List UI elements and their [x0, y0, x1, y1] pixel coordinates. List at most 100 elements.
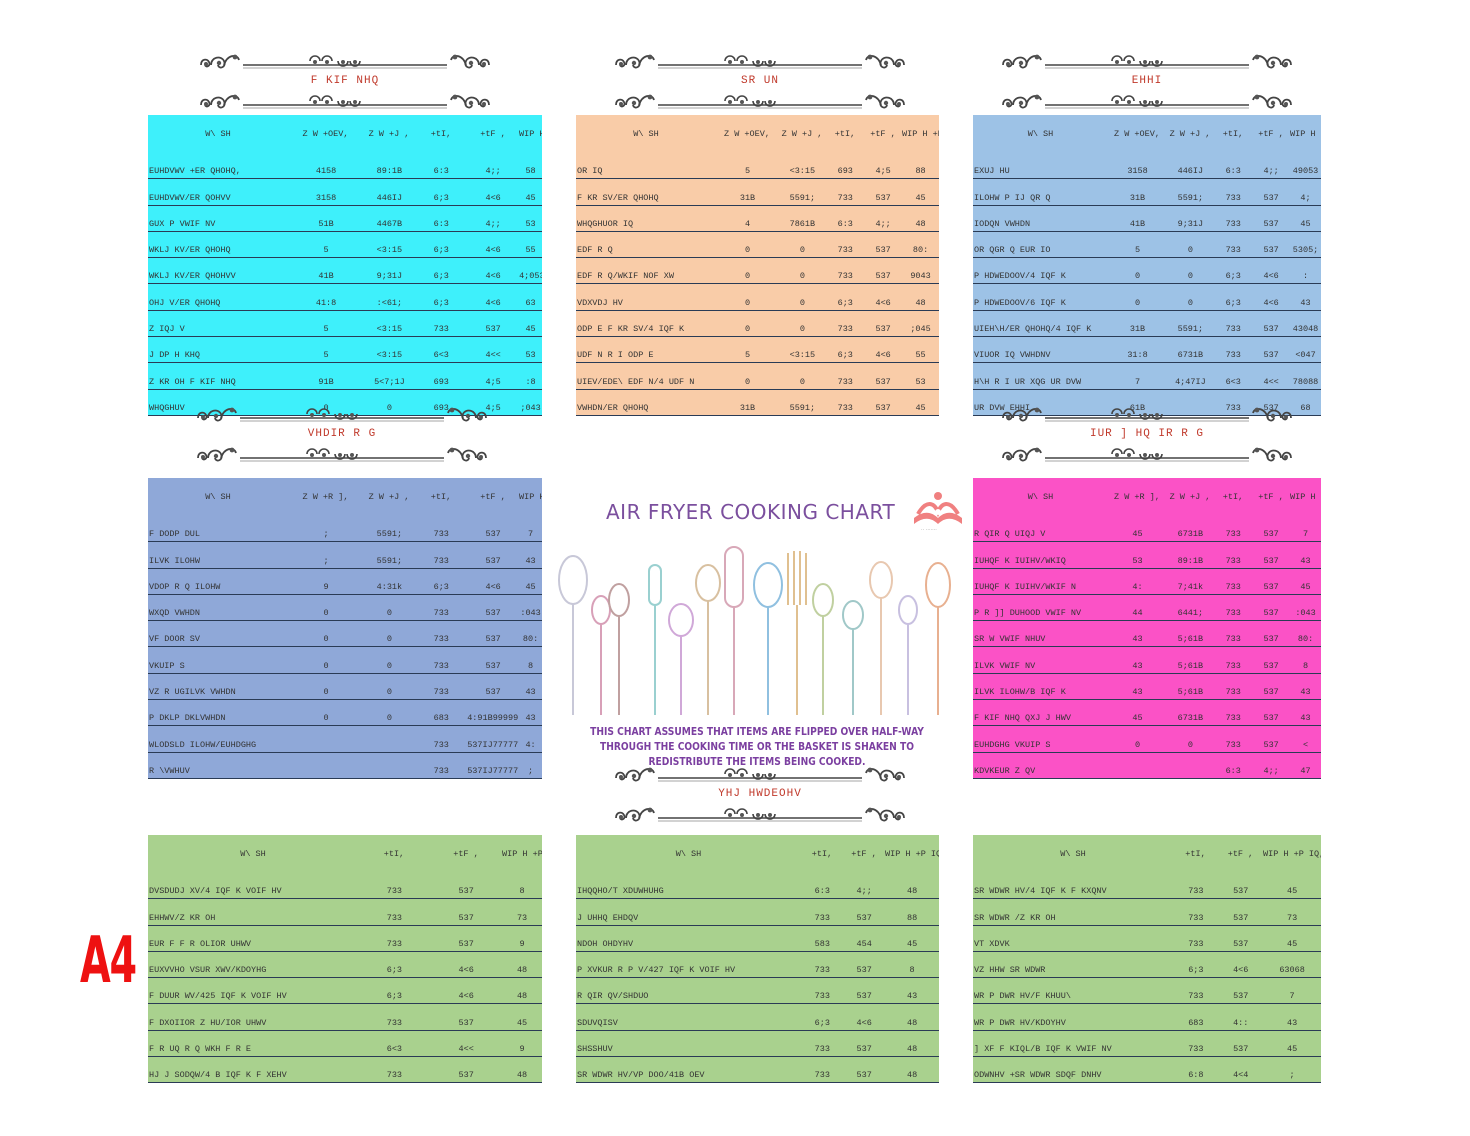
- food-name-cell: EXUJ HU: [974, 166, 1010, 177]
- value-cell: 537: [1233, 886, 1249, 897]
- column-header: W\ SH: [1027, 492, 1054, 502]
- value-cell: 6:3: [837, 218, 853, 229]
- value-cell: 537: [875, 402, 891, 413]
- value-cell: 44: [1132, 608, 1143, 619]
- food-name-cell: ODP E F KR SV/4 IQF K: [577, 324, 685, 335]
- value-cell: 89:1B: [376, 166, 403, 177]
- section-title: F KIF NHQ: [310, 75, 380, 87]
- value-cell: 89:1B: [1177, 555, 1204, 566]
- value-cell: 43: [1132, 660, 1143, 671]
- table-row: GUX P VWIF NV 51B 4467B 6:3 4;; 53: [148, 206, 542, 232]
- value-cell: 4;;: [856, 886, 872, 897]
- value-cell: 43: [906, 991, 918, 1002]
- value-cell: 0: [744, 271, 751, 282]
- table-row: R QIR QV/SHDUO 733 537 43: [576, 978, 939, 1005]
- value-cell: 537: [875, 324, 891, 335]
- table-row: F DUUR WV/425 IQF K VOIF HV 6;3 4<6 48: [148, 978, 542, 1005]
- value-cell: 7;41k: [1177, 581, 1204, 592]
- food-name-cell: F R UQ R Q WKH F R E: [149, 1044, 252, 1055]
- value-cell: 0: [799, 376, 805, 387]
- column-header: WIP H +P IQ,: [1290, 492, 1321, 502]
- food-name-cell: OR QGR Q EUR IO: [974, 245, 1051, 256]
- value-cell: 0: [386, 713, 392, 724]
- value-cell: 0: [1187, 297, 1193, 308]
- value-cell: 41B: [318, 271, 334, 282]
- column-header: +tI,: [834, 129, 856, 139]
- food-name-cell: SR WDWR HV/VP DOO/41B OEV: [577, 1070, 705, 1081]
- value-cell: 733: [433, 608, 449, 619]
- table-vegetables: W\ SH +tI, +tF , WIP H +P IQ, IHQQHO/T XDUWH…: [576, 835, 939, 1084]
- value-cell: 80:: [1297, 634, 1314, 645]
- value-cell: ;: [323, 529, 329, 540]
- scroll-ornament-icon: [1002, 446, 1292, 462]
- value-cell: 733: [1188, 938, 1204, 949]
- table-row: ODP E F KR SV/4 IQF K 0 0 733 537 ;045: [576, 311, 939, 338]
- table-row: KDVKEUR Z QV 6:3 4;; 47: [973, 753, 1321, 779]
- value-cell: 6;3: [386, 965, 403, 976]
- column-header: +tF ,: [1258, 129, 1284, 139]
- value-cell: :043: [520, 608, 541, 619]
- value-cell: 6:3: [1225, 765, 1241, 776]
- value-cell: 53: [525, 350, 536, 361]
- value-cell: 47: [1300, 765, 1311, 776]
- value-cell: 5591;: [376, 555, 403, 566]
- food-name-cell: R QIR QV/SHDUO: [577, 991, 649, 1002]
- table-row: SDUVQISV 6;3 4<6 48: [576, 1004, 939, 1031]
- value-cell: 5: [323, 324, 329, 335]
- value-cell: 4:31k: [376, 581, 403, 592]
- value-cell: 4<6: [1263, 297, 1279, 308]
- column-header: WIP H +P IQ,: [1263, 849, 1321, 859]
- value-cell: 45: [1132, 713, 1143, 724]
- column-header: W\ SH: [633, 129, 659, 139]
- table-row: NDOH OHDYHV 583 454 45: [576, 926, 939, 952]
- value-cell: 6;3: [1188, 965, 1204, 976]
- column-header: +tF ,: [480, 129, 506, 139]
- food-name-cell: WR P DWR HV/F KHUU\: [974, 991, 1071, 1002]
- value-cell: 49053: [1292, 166, 1319, 177]
- value-cell: 73: [516, 912, 528, 923]
- food-name-cell: EUR F F R OLIOR UHWV: [149, 938, 252, 949]
- table-row: EUHDVWV +ER QHOHQ, 4158 89:1B 6:3 4;; 58: [148, 153, 542, 180]
- column-header: +tF ,: [1227, 849, 1254, 859]
- value-cell: 5591;: [1177, 192, 1204, 203]
- scroll-ornament-icon: [1002, 93, 1292, 109]
- value-cell: 733: [386, 1070, 403, 1081]
- value-cell: 733: [433, 660, 449, 671]
- column-header: +tI,: [430, 492, 452, 502]
- table-row: Z IQJ V 5 <3:15 733 537 45: [148, 311, 542, 338]
- scroll-ornament-icon: [615, 93, 905, 109]
- column-header: +tF ,: [870, 129, 896, 139]
- column-header: +tI,: [1185, 849, 1206, 859]
- table-row: P DKLP DKLVWHDN 0 0 683 4:91B99999: 43: [148, 700, 542, 727]
- value-cell: 58: [525, 166, 536, 177]
- value-cell: 0: [323, 634, 329, 645]
- value-cell: 3158: [1127, 166, 1148, 177]
- table-row: IHQQHO/T XDUWHUHG 6:3 4;; 48: [576, 873, 939, 900]
- value-cell: 537: [485, 555, 501, 566]
- paper-size-label: A4: [80, 924, 137, 998]
- value-cell: 733: [814, 1070, 830, 1081]
- food-name-cell: ODWNHV +SR WDWR SDQF DNHV: [974, 1070, 1102, 1081]
- value-cell: 6;3: [814, 1017, 830, 1028]
- value-cell: 4<<: [458, 1044, 474, 1055]
- table-header-row: W\ SH Z W +OEV, Z W +J , +tI, +tF , WIP H +P …: [576, 115, 939, 153]
- table-row: OHJ V/ER QHOHQ 41:8:<61; 6;3 4<6 63: [148, 284, 542, 311]
- value-cell: <3:15: [376, 350, 403, 361]
- food-name-cell: H\H R I UR XQG UR DVW: [974, 376, 1082, 387]
- value-cell: 45: [906, 938, 918, 949]
- value-cell: 733: [386, 912, 403, 923]
- value-cell: 0: [744, 297, 751, 308]
- value-cell: 43: [1300, 555, 1311, 566]
- value-cell: 733: [1225, 245, 1241, 256]
- value-cell: 45: [516, 1017, 528, 1028]
- value-cell: 31B: [1129, 192, 1146, 203]
- table-row: ] XF F KIQL/B IQF K VWIF NV 733 537 45: [973, 1031, 1321, 1058]
- value-cell: 31B: [739, 192, 756, 203]
- table-row: SHSSHUV 733 537 48: [576, 1031, 939, 1058]
- value-cell: 9: [519, 1044, 525, 1055]
- value-cell: :043: [1295, 608, 1316, 619]
- column-header: W\ SH: [240, 849, 266, 859]
- value-cell: 48: [906, 1017, 918, 1028]
- value-cell: 733: [1225, 608, 1241, 619]
- value-cell: 4;;: [485, 218, 501, 229]
